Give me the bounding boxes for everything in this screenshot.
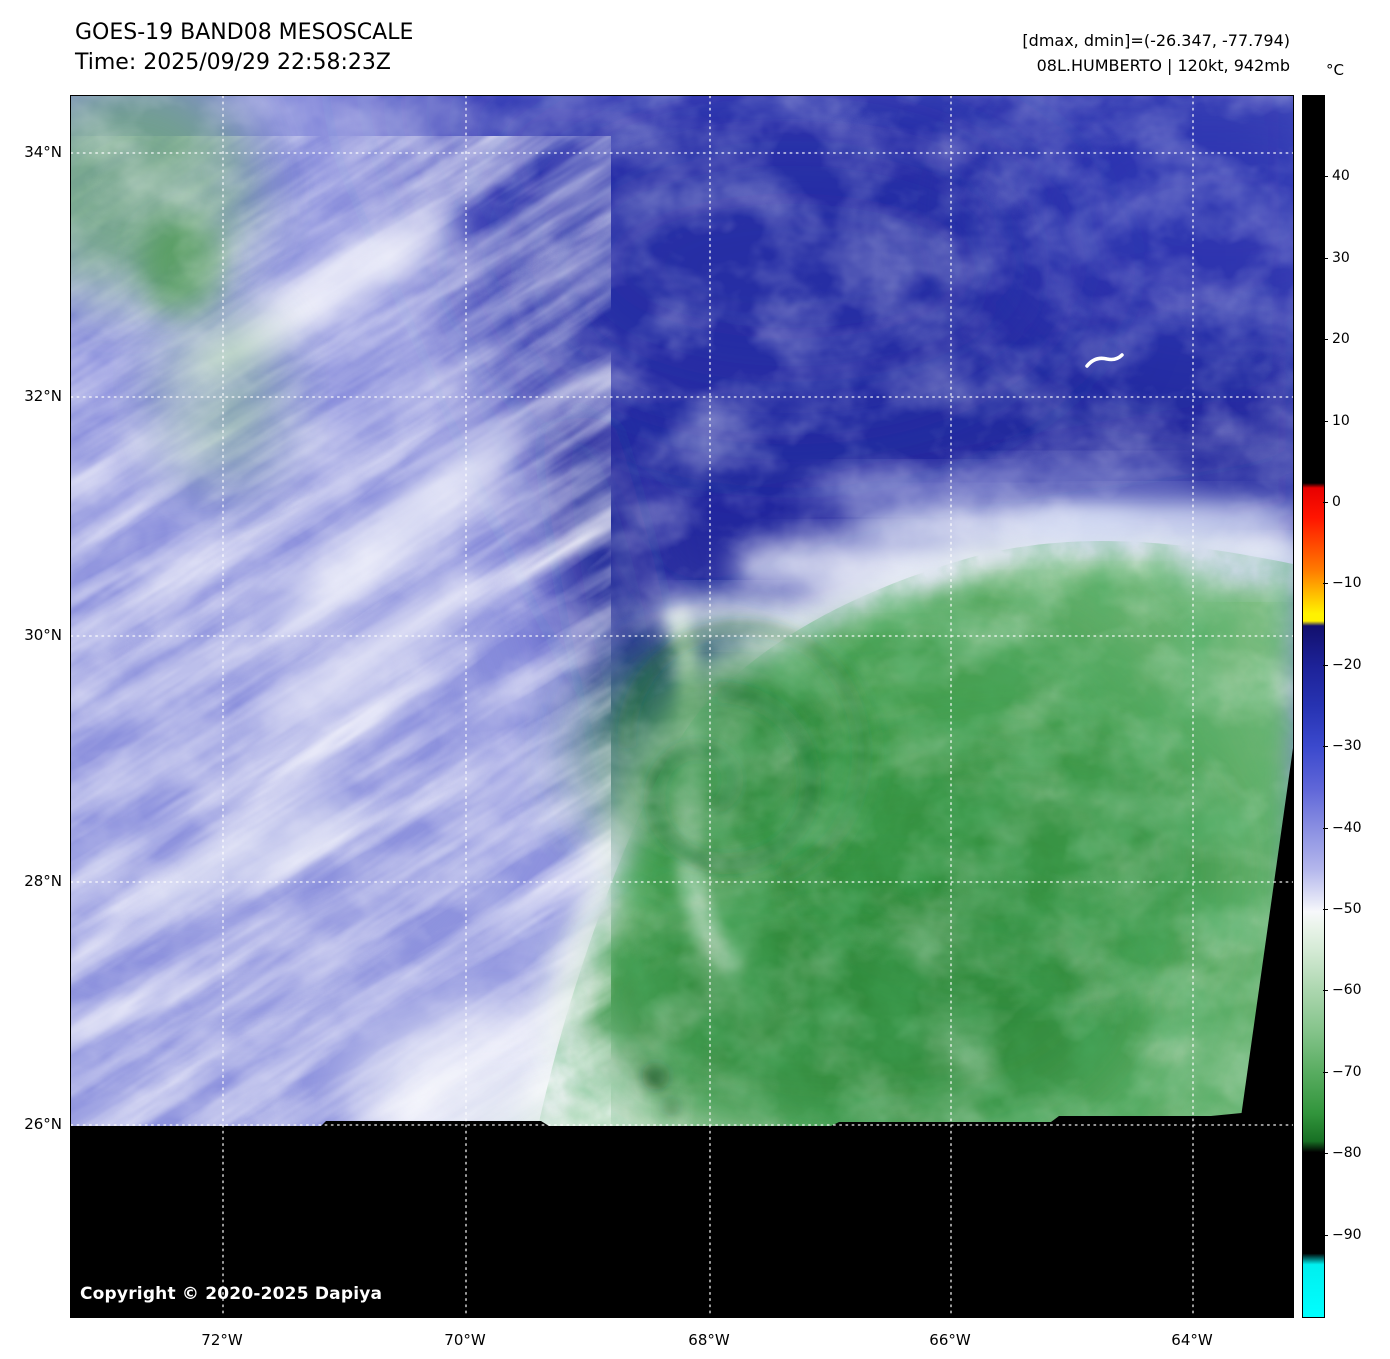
lon-label-70w: 70°W (444, 1331, 486, 1349)
gridlines (71, 96, 1293, 1317)
colorbar-tick-label: 40 (1323, 168, 1350, 184)
colorbar-tick-label: −30 (1323, 738, 1362, 754)
lon-label-72w: 72°W (201, 1331, 243, 1349)
colorbar-tick-label: 30 (1323, 250, 1350, 266)
dmax-dmin-annotation: [dmax, dmin]=(-26.347, -77.794) (1022, 31, 1290, 50)
no-data-mask (71, 748, 1293, 1317)
colorbar-tick-label: −20 (1323, 657, 1362, 673)
colorbar-tick-label: −60 (1323, 982, 1362, 998)
figure-time: Time: 2025/09/29 22:58:23Z (75, 50, 391, 75)
colorbar (1302, 95, 1325, 1318)
satellite-image (71, 96, 1293, 1317)
colorbar-tick-label: −90 (1323, 1227, 1362, 1243)
lat-label-30n: 30°N (24, 626, 62, 644)
lat-label-32n: 32°N (24, 387, 62, 405)
lat-label-28n: 28°N (24, 872, 62, 890)
colorbar-tick-label: −50 (1323, 901, 1362, 917)
copyright-label: Copyright © 2020-2025 Dapiya (80, 1284, 383, 1304)
colorbar-tick-label: −40 (1323, 820, 1362, 836)
colorbar-tick-label: 20 (1323, 331, 1350, 347)
figure-title: GOES-19 BAND08 MESOSCALE (75, 20, 414, 45)
colorbar-unit-label: °C (1326, 61, 1344, 79)
lat-label-34n: 34°N (24, 143, 62, 161)
bermuda-island-mark (1085, 353, 1124, 368)
colorbar-tick-label: −70 (1323, 1064, 1362, 1080)
lon-label-66w: 66°W (929, 1331, 971, 1349)
colorbar-tick-label: −80 (1323, 1145, 1362, 1161)
colorbar-tick-label: 10 (1323, 413, 1350, 429)
lon-label-64w: 64°W (1171, 1331, 1213, 1349)
storm-info-annotation: 08L.HUMBERTO | 120kt, 942mb (1036, 56, 1290, 75)
colorbar-tick-label: −10 (1323, 575, 1362, 591)
satellite-map: Copyright © 2020-2025 Dapiya (70, 95, 1294, 1318)
colorbar-tick-label: 0 (1323, 494, 1341, 510)
lat-label-26n: 26°N (24, 1115, 62, 1133)
lon-label-68w: 68°W (688, 1331, 730, 1349)
